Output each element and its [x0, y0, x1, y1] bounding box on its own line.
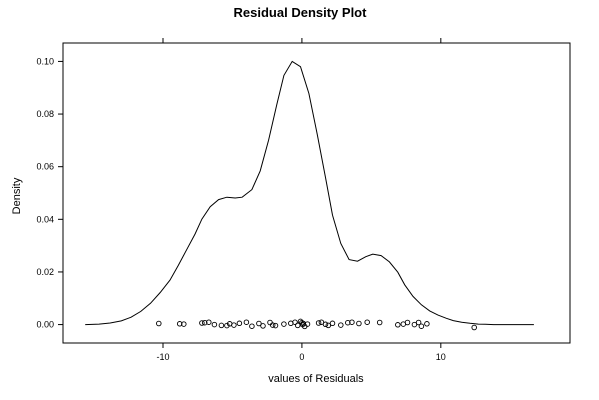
y-tick-label: 0.06: [36, 162, 54, 172]
rug-point: [322, 321, 329, 328]
y-tick-label: 0.08: [36, 109, 54, 119]
rug-point: [236, 320, 243, 327]
rug-point: [206, 319, 212, 325]
y-axis-label: Density: [11, 177, 23, 214]
x-tick-label: 10: [436, 352, 446, 362]
rug-point: [224, 322, 230, 329]
x-tick-label: 0: [299, 352, 304, 362]
rug-point: [181, 321, 187, 327]
rug-point: [156, 320, 162, 327]
y-tick-label: 0.10: [36, 56, 54, 66]
rug-point: [218, 322, 225, 329]
rug-point: [199, 320, 205, 326]
rug-point: [260, 323, 266, 329]
rug-point: [176, 321, 183, 327]
rug-point: [272, 322, 279, 329]
rug-point: [269, 322, 276, 328]
rug-point: [345, 319, 351, 326]
chart-title: Residual Density Plot: [234, 5, 368, 20]
density-curve: [85, 60, 534, 326]
rug-point: [404, 319, 411, 326]
rug-point: [376, 319, 383, 326]
y-tick-label: 0.04: [36, 214, 54, 224]
rug-point: [415, 319, 422, 326]
rug-point: [243, 319, 250, 325]
rug-point: [364, 319, 370, 325]
rug-point: [256, 320, 262, 327]
rug-point: [281, 321, 287, 327]
rug-point: [325, 322, 332, 329]
rug-point: [231, 322, 237, 328]
x-axis: -10 0 10: [157, 343, 446, 362]
rug-point: [418, 323, 425, 329]
y-tick-label: 0.02: [36, 267, 54, 277]
rug-point: [292, 319, 298, 325]
rug-point: [318, 319, 325, 325]
rug-point: [315, 320, 322, 326]
rug-point: [338, 322, 344, 328]
rug-point: [329, 320, 336, 327]
rug-point: [249, 323, 255, 329]
rug-point: [349, 319, 355, 325]
rug-point: [395, 322, 401, 328]
rug-point: [201, 319, 208, 326]
rug-point: [471, 324, 477, 331]
rug-point: [411, 321, 418, 328]
plot-frame: [62, 42, 571, 344]
density-curve-group: [85, 60, 534, 326]
rug-point: [356, 320, 362, 327]
rug-point: [211, 321, 218, 328]
y-axis: 0.00 0.02 0.04 0.06 0.08 0.10: [36, 56, 63, 330]
rug-point: [304, 321, 311, 327]
rug-points: [156, 318, 477, 331]
rug-point: [267, 319, 273, 326]
x-tick-label: -10: [157, 352, 170, 362]
top-ticks: [162, 38, 442, 43]
rug-point: [424, 321, 430, 327]
y-tick-label: 0.00: [36, 320, 54, 330]
x-axis-label: values of Residuals: [268, 373, 364, 385]
